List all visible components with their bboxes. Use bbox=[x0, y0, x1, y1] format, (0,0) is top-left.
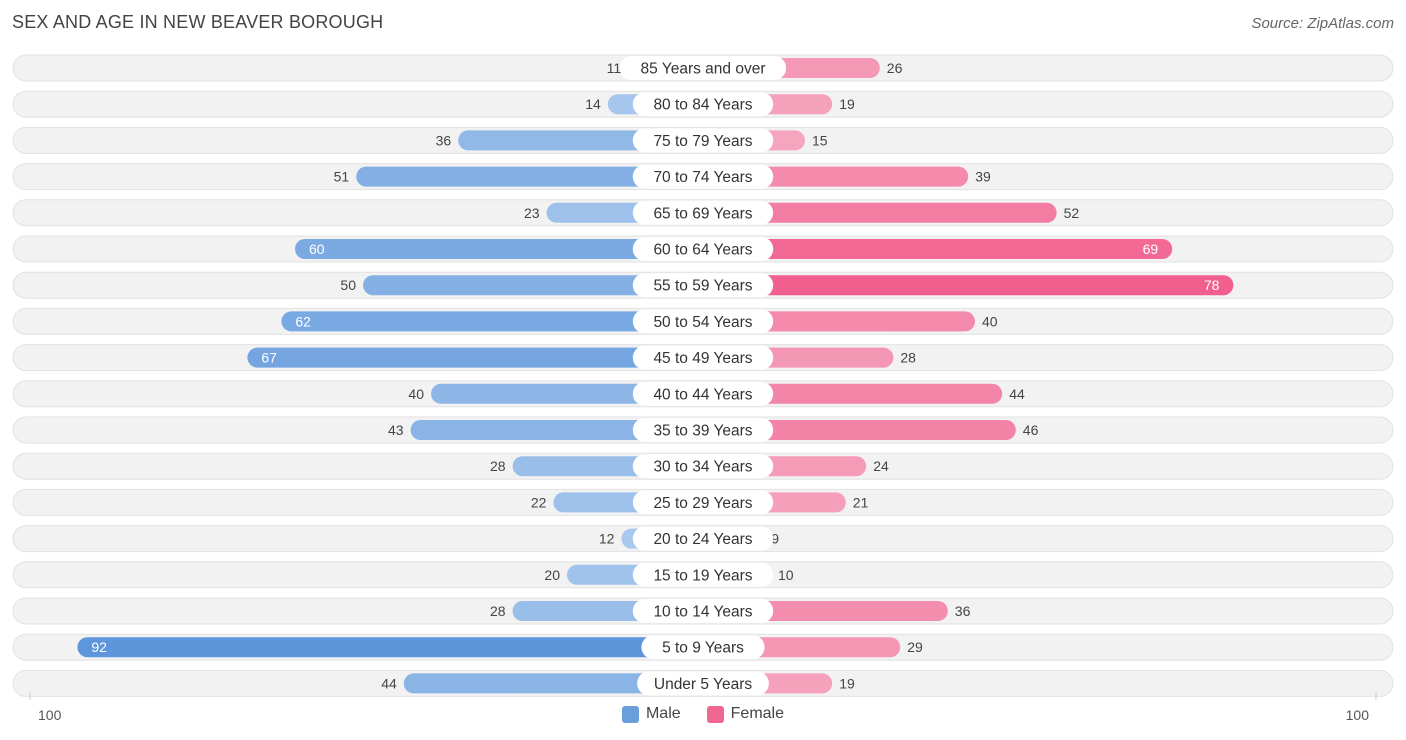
female-value-label: 46 bbox=[1023, 422, 1039, 438]
female-value-label: 78 bbox=[1204, 277, 1220, 293]
male-value-label: 67 bbox=[261, 350, 277, 366]
chart-svg: 11 26 85 Years and over 14 19 80 to 84 Years 3… bbox=[12, 54, 1394, 700]
male-bar bbox=[410, 420, 703, 440]
legend: Male Female bbox=[0, 705, 1406, 723]
female-value-label: 15 bbox=[812, 132, 828, 148]
category-label: 10 to 14 Years bbox=[653, 604, 752, 621]
category-label: 15 to 19 Years bbox=[653, 567, 752, 584]
male-value-label: 11 bbox=[607, 60, 622, 76]
male-value-label: 12 bbox=[599, 531, 615, 547]
male-value-label: 51 bbox=[334, 169, 350, 185]
category-label: 55 to 59 Years bbox=[653, 278, 752, 295]
category-label-bg bbox=[632, 164, 774, 189]
category-label-bg bbox=[632, 562, 774, 587]
legend-swatch-male bbox=[621, 705, 639, 723]
male-value-label: 23 bbox=[524, 205, 540, 221]
male-value-label: 14 bbox=[585, 96, 601, 112]
male-bar bbox=[356, 166, 703, 187]
category-label-bg bbox=[632, 309, 774, 334]
category-label: 80 to 84 Years bbox=[653, 97, 752, 114]
category-label-bg bbox=[632, 345, 774, 370]
male-bar bbox=[77, 637, 703, 658]
female-value-label: 19 bbox=[839, 675, 855, 691]
male-bar bbox=[363, 275, 703, 296]
female-bar bbox=[703, 202, 1057, 223]
category-label: 5 to 9 Years bbox=[662, 640, 744, 657]
category-label-bg bbox=[632, 526, 774, 551]
male-value-label: 28 bbox=[490, 603, 506, 619]
category-label: 75 to 79 Years bbox=[653, 133, 752, 150]
female-value-label: 26 bbox=[887, 60, 903, 76]
female-value-label: 9 bbox=[771, 531, 779, 547]
male-value-label: 20 bbox=[544, 567, 560, 583]
female-value-label: 10 bbox=[778, 567, 794, 583]
category-label: 65 to 69 Years bbox=[653, 205, 752, 222]
male-value-label: 92 bbox=[91, 639, 107, 655]
female-value-label: 19 bbox=[839, 96, 855, 112]
category-label: 50 to 54 Years bbox=[653, 314, 752, 331]
female-value-label: 21 bbox=[853, 494, 869, 510]
category-label: 30 to 34 Years bbox=[653, 459, 752, 476]
category-label: 45 to 49 Years bbox=[653, 350, 752, 367]
category-label-bg bbox=[641, 635, 765, 660]
female-value-label: 24 bbox=[873, 458, 889, 474]
male-bar bbox=[247, 347, 703, 368]
category-label-bg bbox=[632, 418, 774, 442]
axis-left-label: 100 bbox=[38, 707, 62, 723]
category-label-bg bbox=[637, 671, 769, 696]
category-label: Under 5 Years bbox=[654, 676, 752, 693]
category-label-bg bbox=[632, 599, 774, 623]
female-bar bbox=[703, 420, 1016, 440]
axis-right-label: 100 bbox=[1345, 707, 1369, 723]
male-value-label: 28 bbox=[490, 458, 506, 474]
category-label: 25 to 29 Years bbox=[653, 495, 752, 512]
male-value-label: 22 bbox=[531, 494, 547, 510]
female-value-label: 28 bbox=[900, 350, 916, 366]
legend-swatch-female bbox=[706, 705, 724, 723]
male-value-label: 50 bbox=[340, 277, 356, 293]
female-value-label: 36 bbox=[955, 603, 971, 619]
category-label-bg bbox=[632, 237, 774, 261]
female-value-label: 40 bbox=[982, 313, 998, 329]
category-label: 20 to 24 Years bbox=[653, 531, 752, 548]
female-bar bbox=[703, 275, 1234, 296]
female-value-label: 44 bbox=[1009, 386, 1025, 402]
male-value-label: 43 bbox=[388, 422, 404, 438]
category-label-bg bbox=[632, 381, 774, 406]
female-bar bbox=[703, 239, 1173, 259]
source-label: Source: ZipAtlas.com bbox=[1251, 15, 1394, 32]
category-label-bg bbox=[632, 92, 774, 117]
male-value-label: 62 bbox=[295, 313, 311, 329]
category-label: 40 to 44 Years bbox=[653, 386, 752, 403]
male-bar bbox=[295, 239, 703, 259]
legend-item-female[interactable]: Female bbox=[706, 705, 785, 723]
category-label-bg bbox=[632, 454, 774, 479]
male-bar bbox=[403, 673, 703, 694]
category-label: 35 to 39 Years bbox=[653, 423, 752, 440]
female-value-label: 29 bbox=[907, 639, 923, 655]
male-value-label: 40 bbox=[408, 386, 424, 402]
male-bar bbox=[281, 311, 703, 332]
category-label-bg bbox=[632, 128, 774, 153]
female-bar bbox=[703, 383, 1003, 404]
male-value-label: 60 bbox=[309, 241, 325, 257]
legend-label-female: Female bbox=[730, 705, 785, 722]
category-label-bg bbox=[632, 490, 774, 515]
category-label-bg bbox=[619, 56, 787, 80]
category-label: 60 to 64 Years bbox=[653, 242, 752, 259]
female-value-label: 39 bbox=[975, 169, 991, 185]
category-label: 85 Years and over bbox=[641, 61, 766, 78]
category-label-bg bbox=[632, 273, 774, 298]
chart-title: SEX AND AGE IN NEW BEAVER BOROUGH bbox=[12, 12, 384, 32]
category-label: 70 to 74 Years bbox=[653, 169, 752, 186]
male-value-label: 44 bbox=[381, 675, 397, 691]
female-value-label: 52 bbox=[1064, 205, 1080, 221]
legend-label-male: Male bbox=[645, 705, 681, 722]
category-label-bg bbox=[632, 200, 774, 225]
legend-item-male[interactable]: Male bbox=[621, 705, 681, 723]
female-value-label: 69 bbox=[1143, 241, 1159, 257]
male-value-label: 36 bbox=[436, 132, 452, 148]
